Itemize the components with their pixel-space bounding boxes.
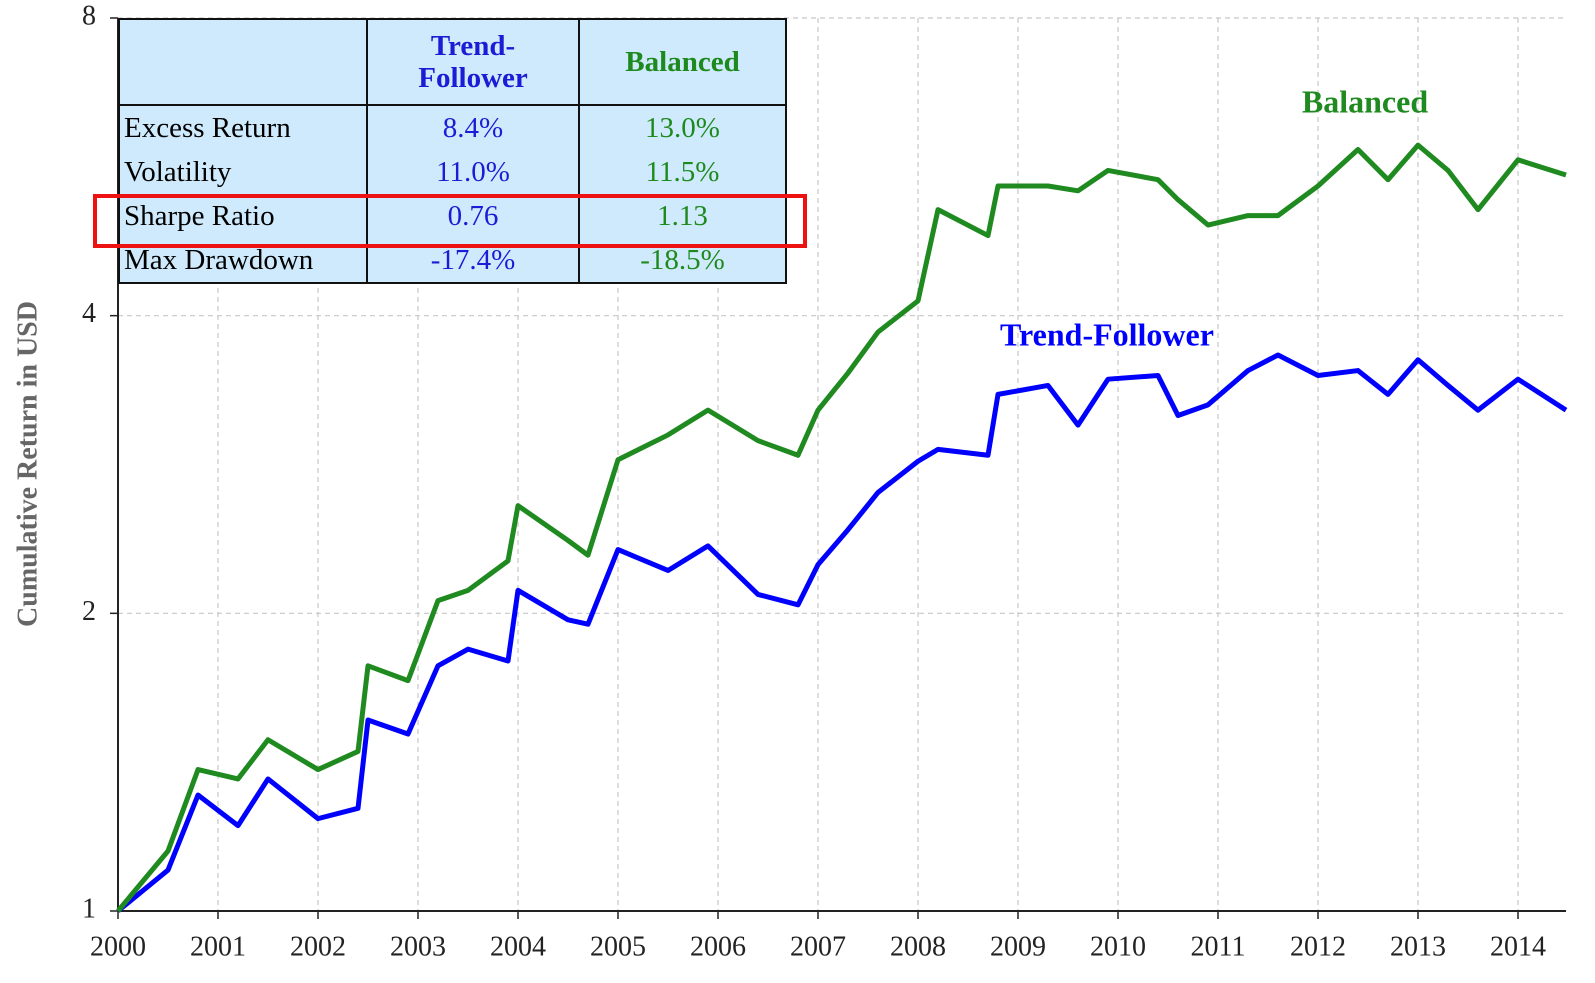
header-cell xyxy=(118,18,368,106)
table-cell: -18.5% xyxy=(578,238,787,284)
x-tick-label: 2011 xyxy=(1191,931,1246,962)
x-tick-label: 2000 xyxy=(90,931,146,962)
x-tick-label: 2012 xyxy=(1290,931,1346,962)
y-tick-label: 1 xyxy=(82,893,96,924)
table-cell: 11.0% xyxy=(366,150,580,194)
x-tick-label: 2008 xyxy=(890,931,946,962)
x-tick-label: 2014 xyxy=(1490,931,1546,962)
x-tick-label: 2003 xyxy=(390,931,446,962)
header-cell: Balanced xyxy=(578,18,787,106)
table-cell: 0.76 xyxy=(366,194,580,238)
y-tick-label: 2 xyxy=(82,596,96,627)
table-cell: -17.4% xyxy=(366,238,580,284)
x-tick-label: 2007 xyxy=(790,931,846,962)
x-tick-label: 2002 xyxy=(290,931,346,962)
table-cell: 8.4% xyxy=(366,105,580,150)
x-tick-label: 2006 xyxy=(690,931,746,962)
table-cell: Volatility xyxy=(118,150,368,194)
series-line xyxy=(116,142,1567,913)
series-label: Trend-Follower xyxy=(1000,316,1214,352)
table-row: Volatility 11.0% 11.5% xyxy=(118,150,787,194)
x-tick-label: 2013 xyxy=(1390,931,1446,962)
table-row: Max Drawdown -17.4% -18.5% xyxy=(118,238,787,284)
x-tick-label: 2005 xyxy=(590,931,646,962)
x-tick-label: 2001 xyxy=(190,931,246,962)
y-axis-label: Cumulative Return in USD xyxy=(12,301,43,627)
x-tick-label: 2010 xyxy=(1090,931,1146,962)
y-tick-label: 4 xyxy=(82,298,96,329)
stats-table: Trend-Follower Balanced Excess Return 8.4… xyxy=(118,18,787,284)
table-cell: 11.5% xyxy=(578,150,787,194)
y-tick-label: 8 xyxy=(82,0,96,31)
table-cell: 1.13 xyxy=(578,194,787,238)
table-cell: Excess Return xyxy=(118,105,368,150)
header-text: Balanced xyxy=(625,46,740,78)
header-cell: Trend-Follower xyxy=(366,18,580,106)
series-label: Balanced xyxy=(1302,83,1428,119)
header-text: Trend-Follower xyxy=(418,30,528,94)
table-row: Excess Return 8.4% 13.0% xyxy=(118,105,787,150)
x-tick-label: 2004 xyxy=(490,931,546,962)
table-cell: Max Drawdown xyxy=(118,238,368,284)
table-cell: 13.0% xyxy=(578,105,787,150)
series-line xyxy=(116,352,1568,913)
x-tick-label: 2009 xyxy=(990,931,1046,962)
table-row: Sharpe Ratio 0.76 1.13 xyxy=(118,194,787,238)
table-cell: Sharpe Ratio xyxy=(118,194,368,238)
